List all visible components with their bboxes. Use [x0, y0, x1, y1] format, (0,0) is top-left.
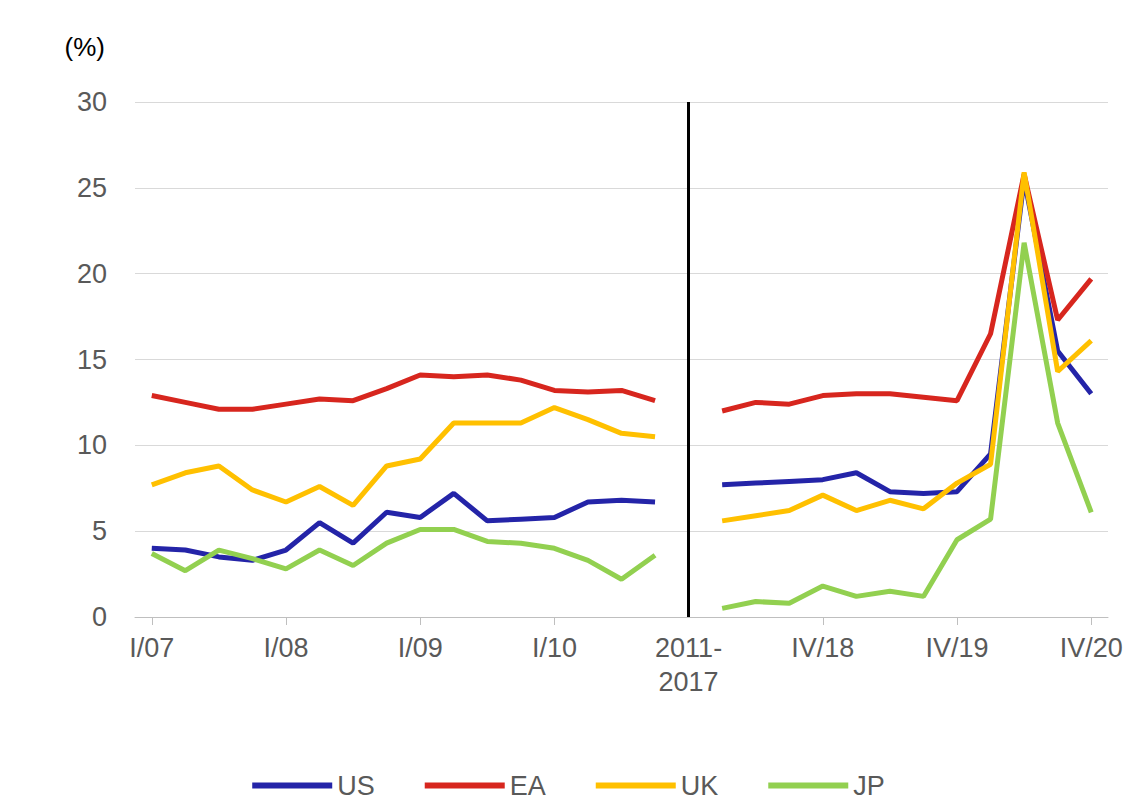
- svg-text:UK: UK: [681, 771, 719, 801]
- svg-text:25: 25: [77, 173, 107, 203]
- svg-text:30: 30: [77, 87, 107, 117]
- svg-text:I/08: I/08: [263, 633, 308, 663]
- svg-text:JP: JP: [853, 771, 885, 801]
- svg-text:EA: EA: [510, 771, 546, 801]
- svg-text:I/10: I/10: [532, 633, 577, 663]
- svg-text:IV/19: IV/19: [925, 633, 988, 663]
- svg-text:10: 10: [77, 430, 107, 460]
- svg-text:I/07: I/07: [129, 633, 174, 663]
- svg-text:15: 15: [77, 345, 107, 375]
- svg-text:5: 5: [92, 516, 107, 546]
- svg-text:IV/20: IV/20: [1060, 633, 1123, 663]
- svg-text:I/09: I/09: [398, 633, 443, 663]
- svg-text:IV/18: IV/18: [791, 633, 854, 663]
- svg-text:US: US: [337, 771, 375, 801]
- svg-text:2011-: 2011-: [655, 633, 722, 663]
- svg-text:2017: 2017: [659, 667, 719, 697]
- svg-text:(%): (%): [65, 32, 105, 62]
- svg-text:20: 20: [77, 259, 107, 289]
- svg-text:0: 0: [92, 602, 107, 632]
